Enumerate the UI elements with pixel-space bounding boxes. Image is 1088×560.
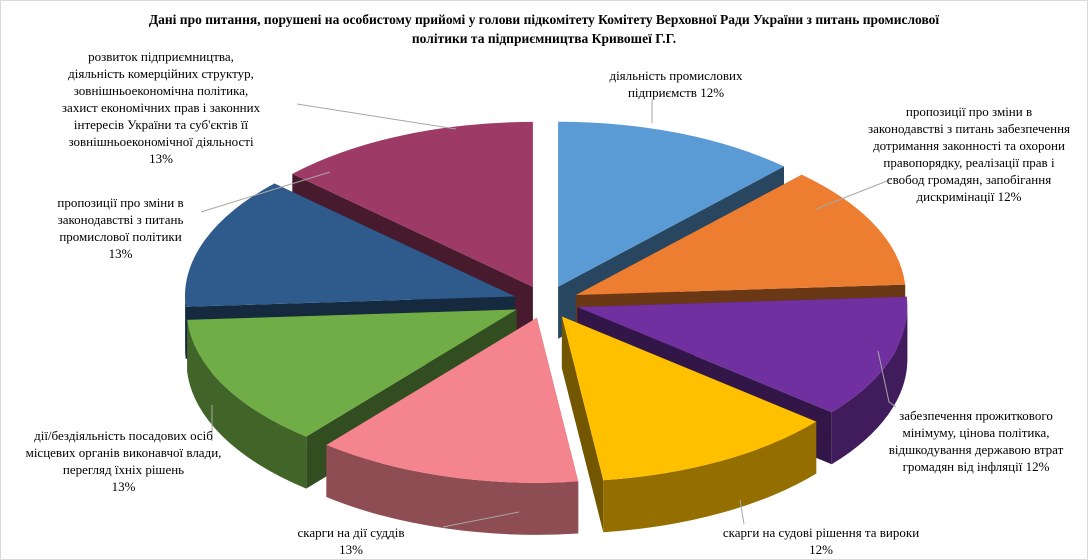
slice-label-judges-actions: скарги на дії суддів 13% bbox=[297, 525, 405, 557]
slice-label-industrial-enterprises: діяльність промислових підприємств 12% bbox=[609, 68, 743, 100]
pie-slice-3[interactable] bbox=[561, 316, 817, 533]
slice-label-living-wage: забезпечення прожиткового мінімуму, ціно… bbox=[888, 408, 1064, 474]
slice-top[interactable] bbox=[326, 317, 579, 483]
slice-label-court-decisions: скарги на судові рішення та вироки 12% bbox=[722, 525, 920, 557]
leader-line-7 bbox=[296, 103, 457, 130]
leader-line-4 bbox=[442, 511, 520, 528]
slice-top[interactable] bbox=[184, 183, 515, 307]
slice-rim bbox=[603, 421, 817, 533]
leader-line-1 bbox=[815, 178, 893, 210]
slice-rim bbox=[831, 307, 908, 465]
chart-title: Дані про питання, порушені на особистому… bbox=[148, 12, 940, 46]
slice-top[interactable] bbox=[575, 174, 906, 295]
slice-top[interactable] bbox=[561, 316, 817, 481]
slice-label-local-officials: дії/бездіяльність посадових осіб місцеви… bbox=[25, 428, 222, 494]
slice-label-law-order-changes: пропозиції про зміни в законодавстві з п… bbox=[867, 104, 1071, 204]
slice-label-entrepreneurship: розвиток підприємництва, діяльність коме… bbox=[61, 49, 261, 166]
slice-cut-face bbox=[561, 316, 604, 533]
leader-line-3 bbox=[739, 499, 745, 525]
slice-top[interactable] bbox=[187, 309, 517, 437]
slice-top[interactable] bbox=[558, 121, 784, 287]
leader-line-6 bbox=[200, 171, 331, 213]
slice-top[interactable] bbox=[292, 121, 533, 287]
slice-rim bbox=[187, 319, 307, 489]
slice-label-industrial-policy-law: пропозиції про зміни в законодавстві з п… bbox=[57, 195, 184, 261]
slice-top[interactable] bbox=[577, 296, 908, 413]
slice-rim bbox=[184, 296, 186, 359]
leader-line-2 bbox=[877, 350, 897, 408]
